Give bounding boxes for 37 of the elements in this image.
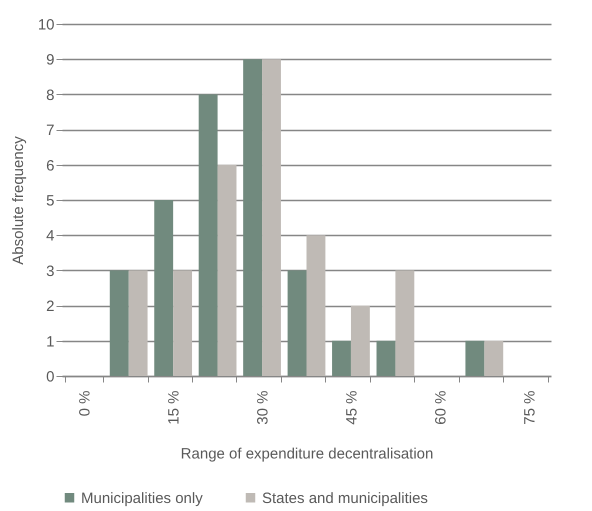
y-tick-label: 6 — [46, 157, 54, 174]
x-tick-label: 60 % — [432, 390, 450, 425]
y-axis-title: Absolute frequency — [10, 136, 27, 265]
bar — [376, 340, 396, 376]
y-tick-label: 10 — [38, 16, 54, 34]
bar — [288, 270, 306, 376]
x-tick-label: 45 % — [343, 390, 360, 425]
bar — [218, 164, 236, 376]
y-tick-label: 1 — [46, 333, 54, 350]
x-tick-label: 0 % — [76, 390, 94, 416]
bar — [262, 59, 281, 376]
y-tick-label: 7 — [46, 122, 54, 140]
y-tick-label: 4 — [46, 228, 54, 245]
legend-label: States and municipalities — [262, 490, 428, 507]
bar — [198, 94, 218, 376]
x-tick-label: 15 % — [166, 390, 183, 425]
bar — [484, 340, 504, 376]
x-tick-label: 75 % — [521, 390, 538, 425]
bar — [128, 270, 148, 376]
y-tick-label: 8 — [46, 86, 54, 104]
x-axis-title: Range of expenditure decentralisation — [180, 446, 434, 463]
bar — [332, 340, 351, 376]
bar — [173, 270, 192, 376]
bar — [395, 270, 414, 376]
y-tick-label: 5 — [46, 192, 54, 210]
bar — [465, 340, 484, 376]
y-tick-label: 3 — [46, 262, 54, 280]
x-tick-label: 30 % — [254, 390, 272, 425]
bar — [306, 235, 326, 376]
bar — [243, 59, 262, 376]
legend-label: Municipalities only — [81, 490, 204, 507]
y-tick-label: 2 — [46, 298, 54, 316]
bar — [154, 200, 174, 376]
y-tick-label: 9 — [46, 52, 54, 69]
bar — [110, 270, 129, 376]
y-tick-label: 0 — [46, 368, 54, 386]
bar — [350, 306, 370, 376]
